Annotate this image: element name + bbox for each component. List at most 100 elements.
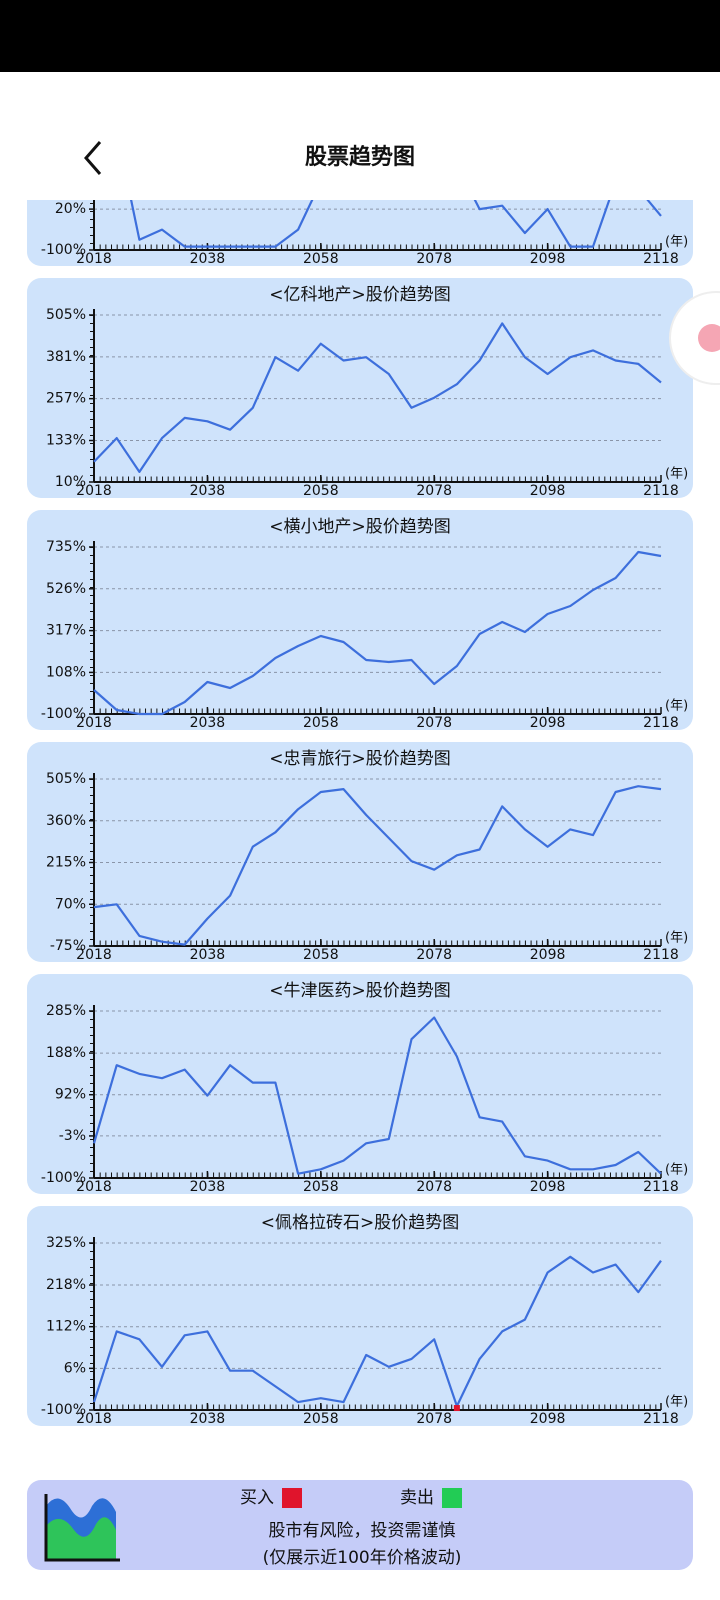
y-tick-label: 20% [55, 201, 86, 217]
chart-card: <亿科地产>股价趋势图 10% 133% 257% 381% 505% 2018 2038 20… [27, 278, 693, 499]
legend-buy: 买入 [240, 1488, 274, 1508]
x-tick-label: 2058 [303, 715, 339, 731]
bubble-icon[interactable] [698, 324, 720, 352]
y-tick-label: 526% [46, 581, 86, 597]
card-bg [27, 278, 693, 498]
x-tick-label: 2038 [190, 251, 226, 267]
x-tick-label: 2078 [416, 483, 452, 499]
y-tick-label: 285% [46, 1003, 86, 1019]
x-tick-label: 2118 [643, 715, 679, 731]
x-tick-label: 2058 [303, 1411, 339, 1427]
chart-list: -100%20%2018 2038 2058 2078 2098 2118(年)<亿科地产… [27, 46, 693, 1427]
x-tick-label: 2078 [416, 251, 452, 267]
x-tick-label: 2018 [76, 947, 112, 963]
chart-title: <亿科地产>股价趋势图 [269, 285, 451, 305]
chart-title: <忠青旅行>股价趋势图 [269, 749, 451, 769]
chart-card: <忠青旅行>股价趋势图 -75% 70% 215% 360% 505% 2018 2038 20… [27, 742, 693, 963]
y-tick-label: 188% [46, 1045, 86, 1061]
x-tick-label: 2058 [303, 251, 339, 267]
price-line [93, 785, 662, 946]
x-tick-label: 2098 [530, 1411, 566, 1427]
chart-title: <牛津医药>股价趋势图 [269, 981, 451, 1001]
chart-card: <横小地产>股价趋势图 -100% 108% 317% 526% 735% 2018 2038… [27, 510, 693, 731]
x-axis-label: (年) [665, 1163, 688, 1178]
chart-card: <佩格拉砖石>股价趋势图 -100% 6% 112% 218% 325% 2018 2038 2… [27, 1206, 693, 1427]
y-tick-label: -100% [41, 1170, 86, 1186]
x-tick-label: 2038 [190, 715, 226, 731]
legend-bg [27, 1480, 693, 1570]
x-tick-label: 2118 [643, 251, 679, 267]
x-tick-label: 2098 [530, 1179, 566, 1195]
page-title: 股票趋势图 [305, 144, 415, 170]
y-tick-label: 218% [46, 1277, 86, 1293]
price-line [93, 322, 662, 473]
card-bg [27, 742, 693, 962]
y-tick-label: 10% [55, 474, 86, 490]
chart-card: <牛津医药>股价趋势图 -100% -3% 92% 188% 285% 2018 2038 20… [27, 974, 693, 1195]
x-tick-label: 2118 [643, 483, 679, 499]
x-tick-label: 2038 [190, 1411, 226, 1427]
x-tick-label: 2118 [643, 1179, 679, 1195]
x-tick-label: 2038 [190, 947, 226, 963]
x-axis-label: (年) [665, 931, 688, 946]
x-tick-label: 2018 [76, 251, 112, 267]
x-tick-label: 2098 [530, 483, 566, 499]
floating-bubble[interactable] [669, 291, 720, 385]
x-axis-label: (年) [665, 699, 688, 714]
price-line [92, 1016, 662, 1175]
card-bg [27, 510, 693, 730]
y-tick-label: 381% [46, 349, 86, 365]
x-tick-label: 2098 [530, 251, 566, 267]
x-tick-label: 2018 [76, 1411, 112, 1427]
risk-note: (仅展示近100年价格波动) [263, 1548, 462, 1568]
y-tick-label: 257% [46, 391, 86, 407]
y-tick-label: 92% [55, 1087, 86, 1103]
y-tick-label: 360% [46, 813, 86, 829]
y-tick-label: 215% [46, 855, 86, 871]
icon-axis [44, 1494, 120, 1562]
legend-sell: 卖出 [400, 1488, 434, 1508]
y-tick-label: 133% [46, 433, 86, 449]
back-button[interactable] [84, 141, 102, 175]
y-tick-label: -3% [59, 1128, 86, 1144]
y-tick-label: 505% [46, 307, 86, 323]
y-tick-label: 6% [64, 1360, 86, 1376]
y-tick-label: 505% [46, 771, 86, 787]
bubble[interactable] [669, 291, 720, 385]
legend-card: 买入 卖出 股市有风险，投资需谨慎 (仅展示近100年价格波动) [27, 1480, 693, 1570]
x-tick-label: 2118 [643, 947, 679, 963]
x-tick-label: 2078 [416, 1411, 452, 1427]
y-tick-label: 70% [55, 896, 86, 912]
x-tick-label: 2098 [530, 947, 566, 963]
x-tick-label: 2058 [303, 947, 339, 963]
price-line [92, 1255, 662, 1408]
y-tick-label: -100% [41, 1402, 86, 1418]
x-tick-label: 2098 [530, 715, 566, 731]
x-tick-label: 2118 [643, 1411, 679, 1427]
y-tick-label: 317% [46, 623, 86, 639]
card-bg [27, 974, 693, 1194]
price-line [93, 550, 662, 716]
x-tick-label: 2038 [190, 1179, 226, 1195]
x-tick-label: 2078 [416, 715, 452, 731]
x-tick-label: 2018 [76, 1179, 112, 1195]
card-bg [27, 1206, 693, 1426]
icon-area [46, 1517, 116, 1560]
y-tick-label: 112% [46, 1319, 86, 1335]
buy-marker [453, 1405, 460, 1412]
y-tick-label: 325% [46, 1235, 86, 1251]
y-tick-label: -100% [41, 706, 86, 722]
x-tick-label: 2038 [190, 483, 226, 499]
chart-title: <佩格拉砖石>股价趋势图 [261, 1213, 460, 1233]
x-tick-label: 2018 [76, 715, 112, 731]
legend-swatch [442, 1488, 462, 1508]
x-axis-label: (年) [665, 235, 688, 250]
y-tick-label: 735% [46, 539, 86, 555]
risk-note: 股市有风险，投资需谨慎 [269, 1521, 456, 1541]
status-bar [0, 0, 720, 72]
x-tick-label: 2078 [416, 1179, 452, 1195]
legend-swatch [282, 1488, 302, 1508]
x-tick-label: 2058 [303, 1179, 339, 1195]
